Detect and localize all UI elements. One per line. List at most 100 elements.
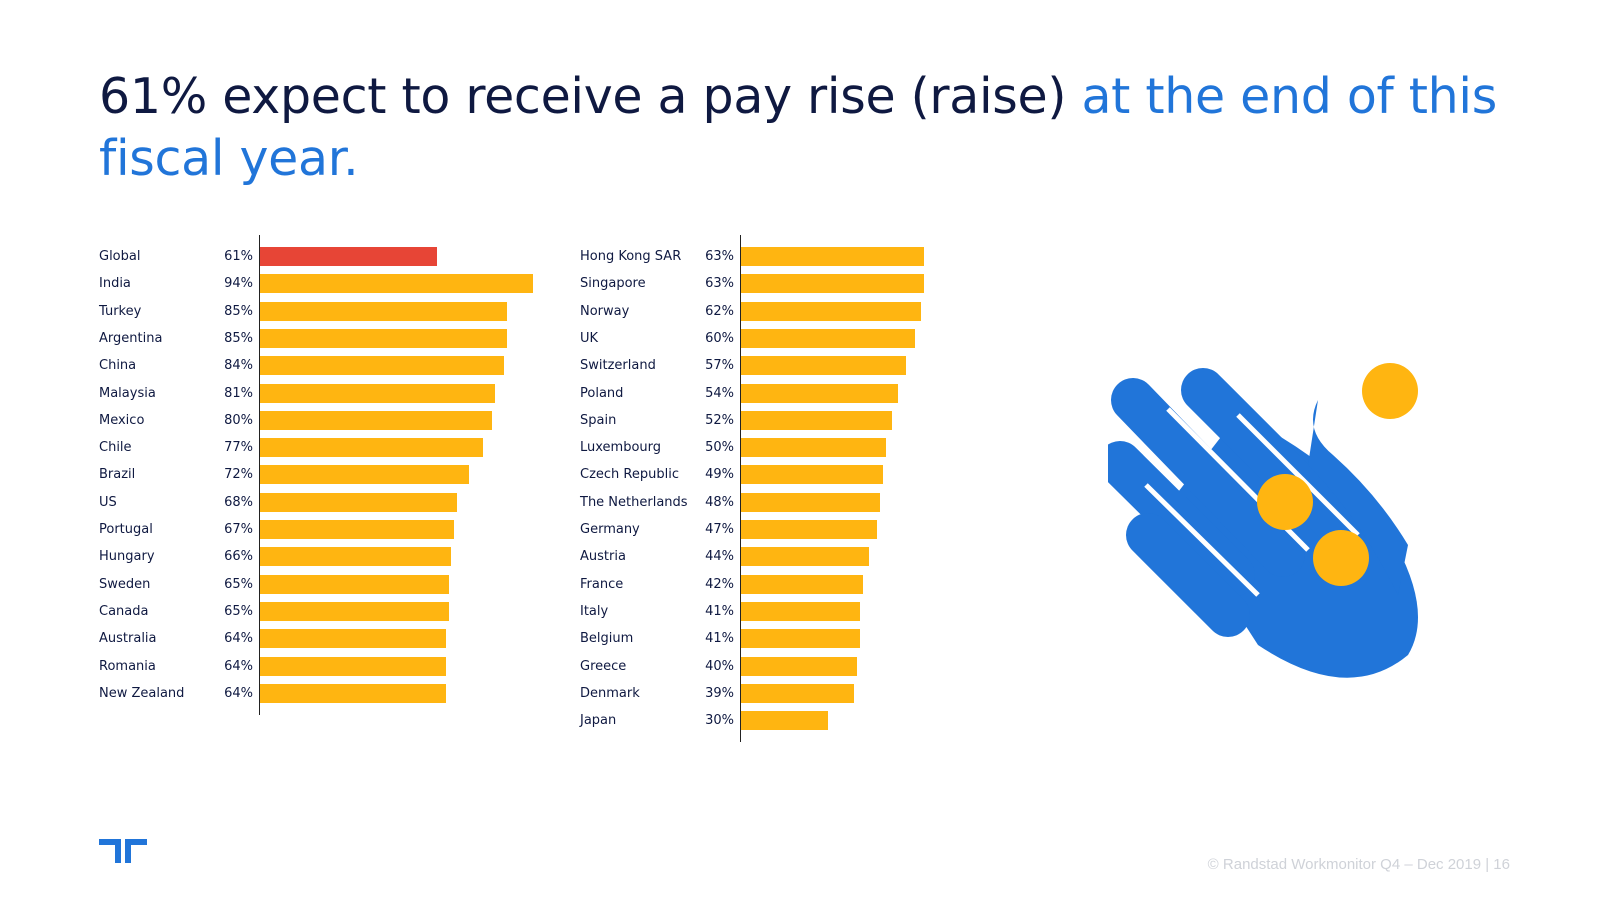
category-label: Hungary <box>99 549 155 565</box>
category-label: Romania <box>99 658 156 674</box>
chart-axis-line <box>259 235 260 716</box>
value-label: 85% <box>224 303 253 319</box>
chart-bar <box>741 656 857 676</box>
value-label: 44% <box>705 549 734 565</box>
value-label: 80% <box>224 412 253 428</box>
chart-bar <box>741 247 924 266</box>
value-label: 81% <box>224 385 253 401</box>
category-label: India <box>99 276 131 292</box>
category-label: Austria <box>580 549 626 565</box>
chart-bar <box>260 520 455 539</box>
category-label: Italy <box>580 603 609 619</box>
category-label: Mexico <box>99 412 145 428</box>
category-label: Poland <box>580 385 624 401</box>
value-label: 49% <box>705 467 734 483</box>
category-label: China <box>99 358 137 374</box>
chart-bar <box>260 247 437 266</box>
category-label: Sweden <box>99 576 151 592</box>
category-label: US <box>99 494 117 510</box>
chart-bar <box>260 656 446 676</box>
coin-bottom <box>1313 530 1369 586</box>
hand-finger-4 <box>1126 513 1250 637</box>
chart-bar <box>741 438 886 458</box>
category-label: Switzerland <box>580 358 656 374</box>
chart-bar <box>260 328 507 348</box>
hand-finger-2 <box>1181 368 1360 547</box>
value-label: 84% <box>224 358 253 374</box>
chart-bar <box>741 574 863 594</box>
value-label: 85% <box>224 330 253 346</box>
value-label: 52% <box>705 412 734 428</box>
category-label: New Zealand <box>99 685 185 701</box>
hand-finger-1 <box>1111 378 1305 577</box>
chart-bar <box>260 274 533 294</box>
value-label: 60% <box>705 330 734 346</box>
category-label: Canada <box>99 603 149 619</box>
category-label: Norway <box>580 303 630 319</box>
title-part-dark: 61% expect to receive a pay rise (raise) <box>99 68 1082 125</box>
category-label: Chile <box>99 440 132 456</box>
chart-bar <box>260 629 446 649</box>
value-label: 62% <box>705 303 734 319</box>
value-label: 50% <box>705 440 734 456</box>
value-label: 64% <box>224 685 253 701</box>
value-label: 65% <box>224 576 253 592</box>
category-label: Denmark <box>580 685 640 701</box>
footer-text: © Randstad Workmonitor Q4 – Dec 2019 | 1… <box>1207 856 1510 873</box>
value-label: 54% <box>705 385 734 401</box>
chart-bar <box>260 301 507 321</box>
value-label: 48% <box>705 494 734 510</box>
title-part-blue: at the end of this fiscal year. <box>99 68 1497 187</box>
category-label: Argentina <box>99 330 163 346</box>
hand-thumb-shape <box>1308 400 1408 595</box>
value-label: 42% <box>705 576 734 592</box>
chart-bar <box>260 492 458 512</box>
category-label: Greece <box>580 658 627 674</box>
chart-bar <box>741 383 898 403</box>
value-label: 77% <box>224 440 253 456</box>
category-label: Germany <box>580 522 640 537</box>
randstad-logo-icon <box>99 839 149 865</box>
hand-finger-3 <box>1098 441 1255 597</box>
value-label: 64% <box>224 658 253 674</box>
finger-gap-line-3 <box>1236 413 1360 537</box>
value-label: 94% <box>224 276 253 292</box>
chart-bar <box>741 601 860 621</box>
category-label: The Netherlands <box>580 494 688 510</box>
chart-bar <box>741 465 884 485</box>
bar-chart-left: Global 61% India 94% Turkey 85% Argentina 85% Ch… <box>99 235 559 733</box>
value-label: 65% <box>224 603 253 619</box>
value-label: 41% <box>705 631 734 647</box>
chart-bar <box>741 683 855 703</box>
value-label: 30% <box>705 713 734 729</box>
value-label: 39% <box>705 685 734 701</box>
chart-axis-line <box>740 235 741 743</box>
category-label: Global <box>99 249 141 264</box>
category-label: France <box>580 576 624 592</box>
category-label: Australia <box>99 631 157 647</box>
category-label: Brazil <box>99 467 136 483</box>
value-label: 72% <box>224 467 253 483</box>
chart-bar <box>741 547 869 567</box>
chart-bar <box>741 492 881 512</box>
category-label: Portugal <box>99 522 153 537</box>
coin-middle <box>1257 474 1313 530</box>
value-label: 61% <box>224 249 253 264</box>
coin-top <box>1362 363 1418 419</box>
chart-bar <box>260 683 446 703</box>
chart-bar <box>260 438 484 458</box>
value-label: 40% <box>705 658 734 674</box>
value-label: 41% <box>705 603 734 619</box>
chart-bar <box>260 356 504 376</box>
value-label: 63% <box>705 276 734 292</box>
page-title: 61% expect to receive a pay rise (raise)… <box>99 66 1519 190</box>
chart-bar <box>260 383 495 403</box>
category-label: Belgium <box>580 631 634 647</box>
chart-bar <box>741 274 924 294</box>
chart-bar <box>741 410 892 430</box>
chart-bar <box>741 629 860 649</box>
chart-bar <box>260 547 452 567</box>
category-label: Spain <box>580 412 617 428</box>
hand-with-coins-icon <box>1098 345 1488 705</box>
chart-bar <box>260 465 469 485</box>
